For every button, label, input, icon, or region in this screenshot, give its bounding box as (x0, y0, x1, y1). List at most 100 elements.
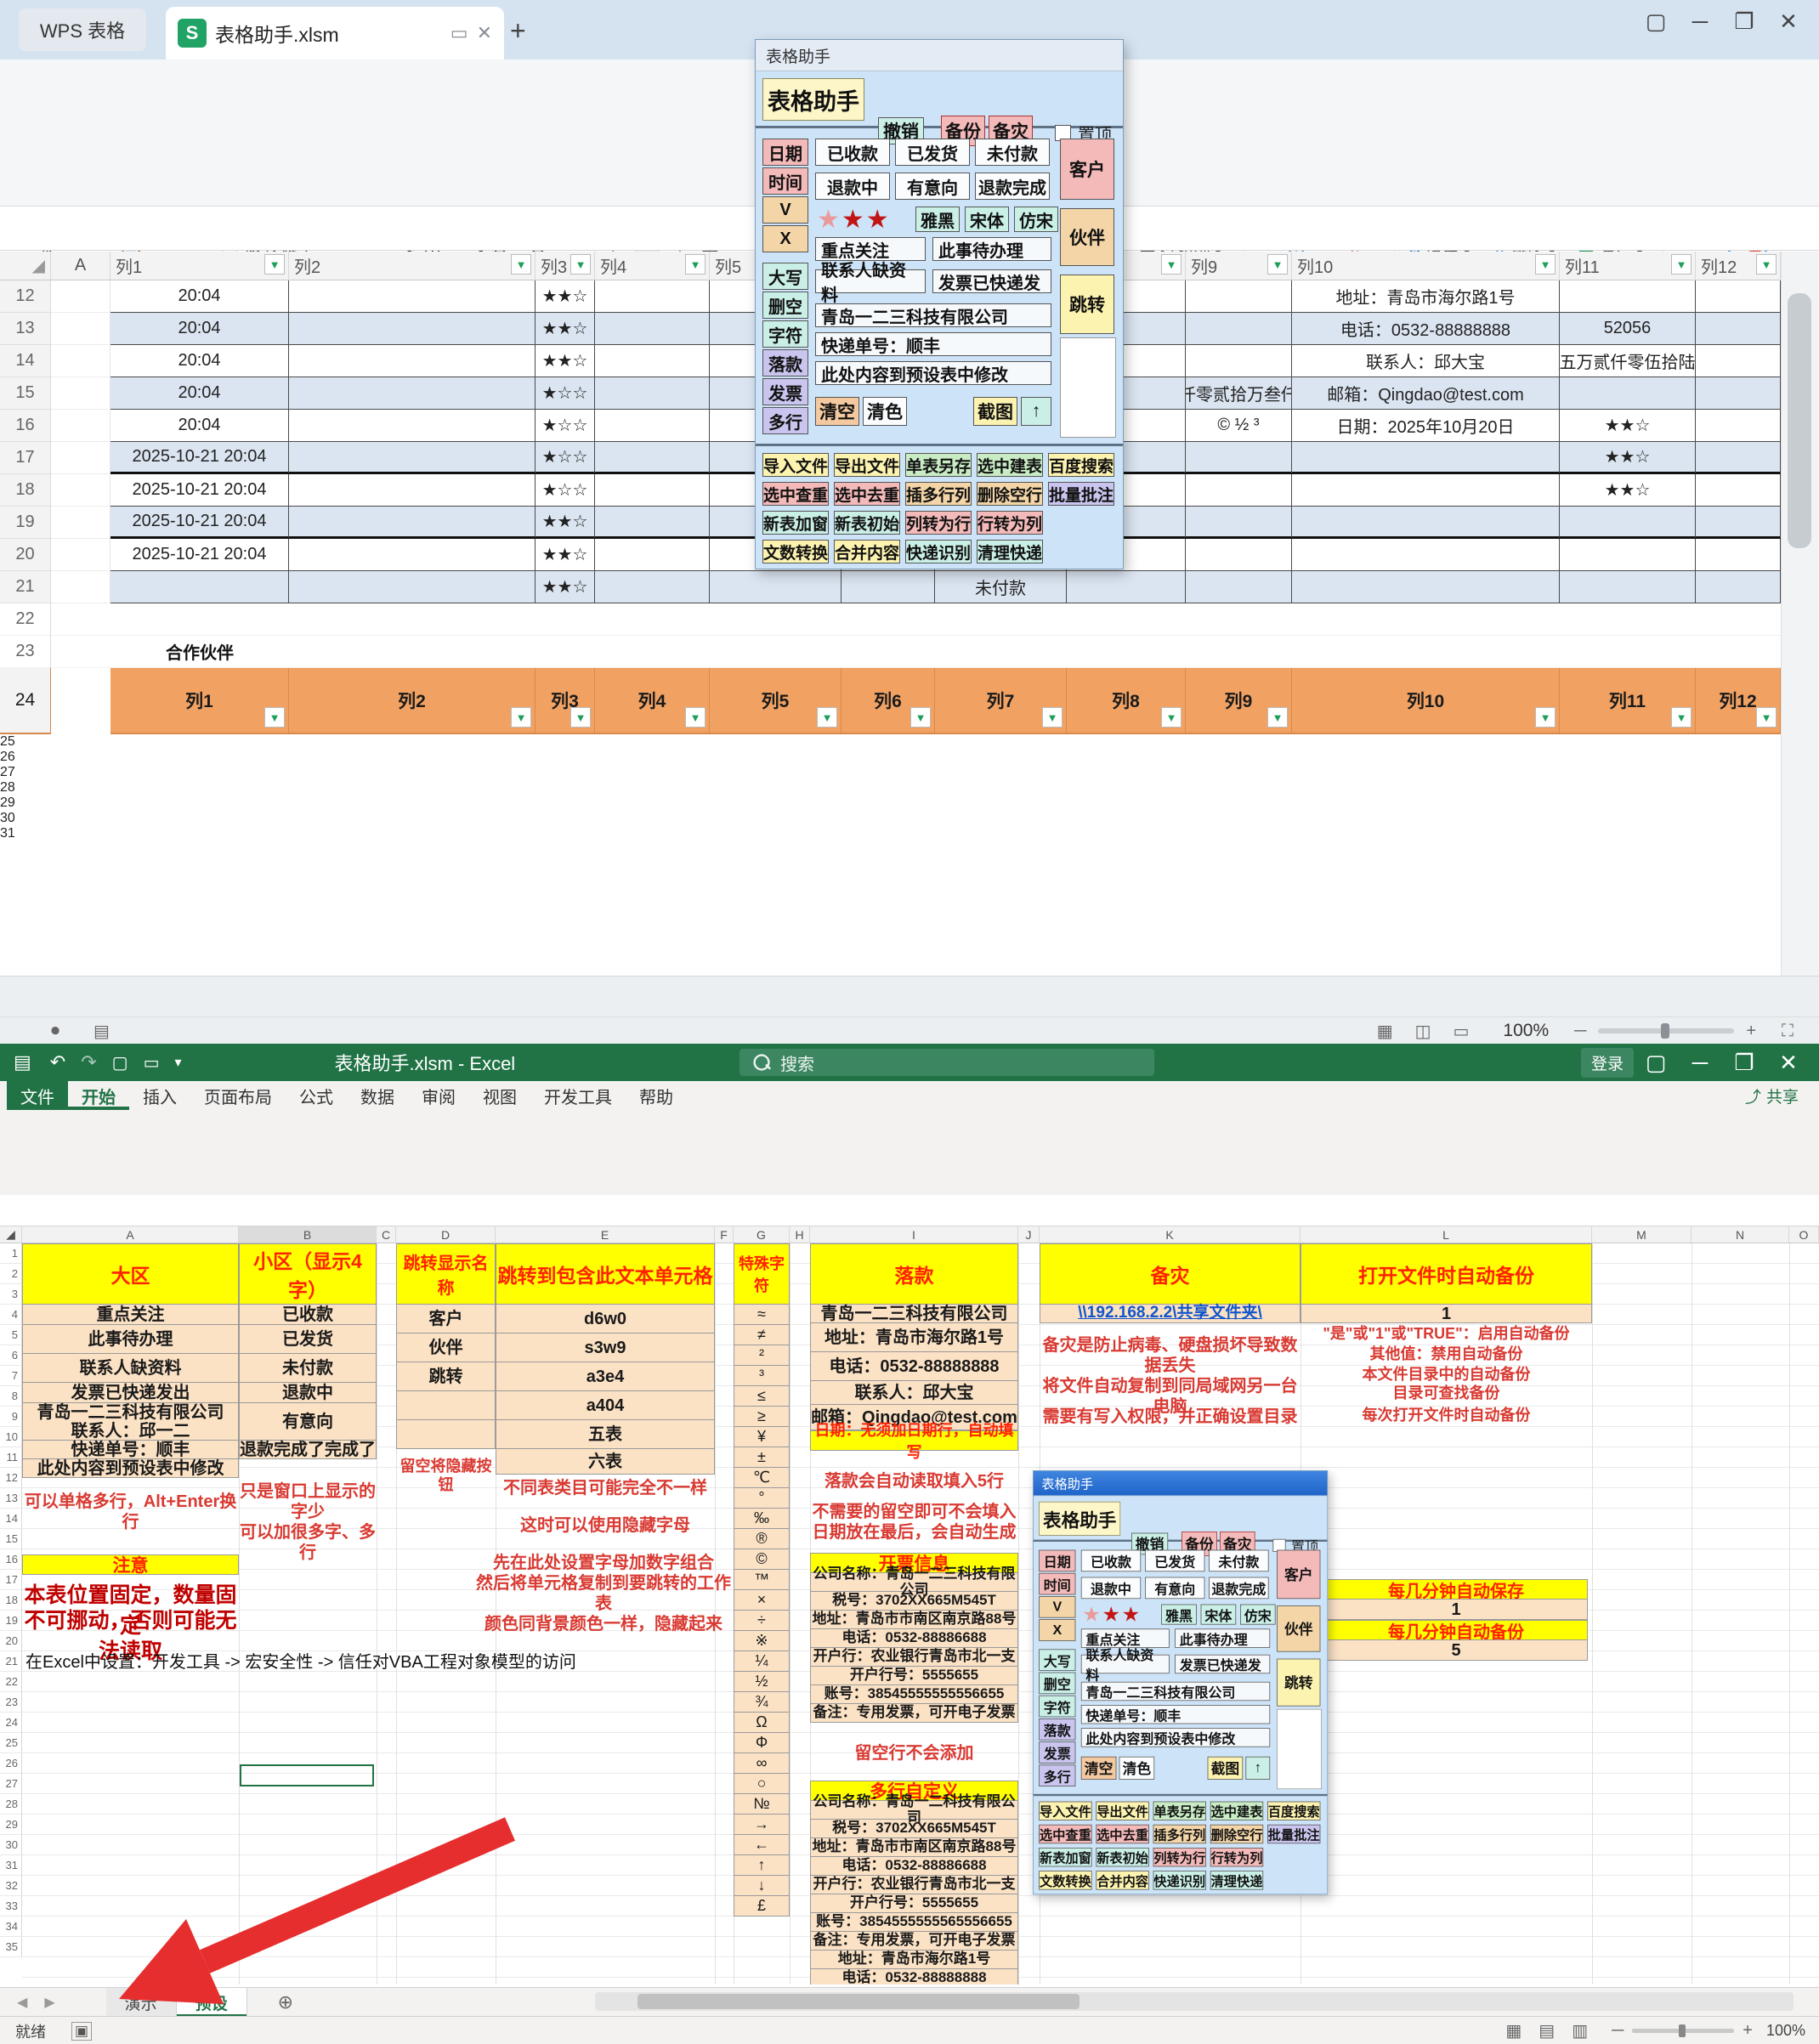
page-layout-icon[interactable]: ▤ (1538, 2022, 1556, 2041)
column-header[interactable]: D (396, 1226, 496, 1243)
assistant-left-button[interactable]: 删空 (1039, 1672, 1076, 1695)
special-char-cell[interactable]: ≈ (734, 1305, 790, 1325)
column-header[interactable]: O (1789, 1226, 1819, 1243)
header-auto-backup[interactable]: 打开文件时自动备份 (1300, 1243, 1592, 1305)
special-char-cell[interactable]: ³ (734, 1366, 790, 1386)
tag-field-3[interactable]: 联系人缺资料 (1080, 1649, 1170, 1683)
preset-cell[interactable]: 电话：0532-88886688 (810, 1629, 1018, 1648)
macro-record-icon[interactable]: ▣ (71, 2021, 93, 2041)
row-number[interactable]: 33 (0, 1896, 22, 1917)
assistant-left-button[interactable]: 时间 (762, 167, 808, 195)
redo-icon[interactable]: ↷ (81, 1051, 97, 1073)
special-char-cell[interactable]: ™ (734, 1570, 790, 1590)
preset-cell[interactable]: 开户行号：5555655 (810, 1667, 1018, 1685)
zoom-out-icon[interactable]: ─ (1612, 2021, 1624, 2040)
select-all-corner[interactable]: ◢ (0, 252, 51, 280)
autosave-header[interactable]: 每几分钟自动保存 (1324, 1579, 1588, 1601)
clear-button[interactable]: 清空 (1080, 1756, 1117, 1780)
auto-backup-value[interactable]: 1 (1300, 1305, 1592, 1323)
special-char-cell[interactable]: ‰ (734, 1509, 790, 1529)
express-field[interactable]: 快递单号：顺丰 (1080, 1705, 1271, 1724)
row-number[interactable]: 4 (0, 1305, 22, 1325)
filter-arrow-icon[interactable]: ▼ (1671, 707, 1692, 728)
zoom-in-icon[interactable]: + (1746, 1021, 1756, 1040)
assistant-action-button[interactable]: 批量批注 (1267, 1824, 1321, 1844)
row-number[interactable]: 32 (0, 1876, 22, 1896)
zoom-level[interactable]: 100% (1503, 1021, 1550, 1040)
preset-cell[interactable] (396, 1391, 496, 1420)
assistant-action-button[interactable]: 批量批注 (1048, 482, 1114, 506)
row-number[interactable]: 7 (0, 1366, 22, 1386)
special-char-cell[interactable]: Ω (734, 1713, 790, 1733)
tag-field-3[interactable]: 联系人缺资料 (815, 262, 926, 305)
minimize-icon[interactable]: ─ (1692, 1049, 1708, 1075)
row-number[interactable]: 10 (0, 1427, 22, 1447)
assistant-action-button[interactable]: 文数转换 (762, 540, 829, 563)
insert-up-button[interactable]: ↑ (1245, 1756, 1271, 1780)
special-char-cell[interactable]: ¾ (734, 1692, 790, 1713)
special-char-cell[interactable]: ↑ (734, 1855, 790, 1876)
filter-arrow-icon[interactable]: ▼ (264, 254, 285, 275)
column-header[interactable]: 列9 ▼ (1186, 252, 1292, 280)
assistant-left-button[interactable]: X (762, 225, 808, 252)
preset-cell[interactable]: 备注：专用发票，可开电子发票 (810, 1704, 1018, 1723)
autobackup-value[interactable]: 5 (1324, 1640, 1588, 1661)
tag-field-2[interactable]: 此事待办理 (1175, 1628, 1271, 1648)
excel-ribbon-tab[interactable]: 文件 (7, 1081, 68, 1110)
special-char-cell[interactable]: ↓ (734, 1876, 790, 1896)
multiline-header[interactable]: 多行自定义 (810, 1781, 1018, 1802)
filter-arrow-icon[interactable]: ▼ (1267, 254, 1288, 275)
preset-cell[interactable]: 开户行：农业银行青岛市北一支 (810, 1648, 1018, 1667)
autobackup-header[interactable]: 每几分钟自动备份 (1324, 1620, 1588, 1642)
status-tag-button[interactable]: 未付款 (1209, 1549, 1269, 1572)
special-char-cell[interactable]: ∞ (734, 1753, 790, 1774)
column-header[interactable]: F (715, 1226, 734, 1243)
orange-column-header[interactable]: 列12 ▼ (1696, 668, 1781, 734)
assistant-action-button[interactable]: 合并内容 (834, 540, 900, 563)
row-number[interactable]: 19 (0, 1611, 22, 1631)
special-char-cell[interactable]: ℃ (734, 1468, 790, 1488)
ribbon-options-icon[interactable]: ▢ (1645, 1049, 1667, 1075)
excel-ribbon-tab[interactable]: 帮助 (639, 1088, 673, 1107)
chevron-down-icon[interactable]: ▾ (174, 1056, 182, 1070)
assistant-left-button[interactable]: 时间 (1039, 1572, 1076, 1595)
header-special-chars[interactable]: 特殊字符 (734, 1243, 790, 1305)
assistant-right-button[interactable]: 客户 (1060, 139, 1114, 200)
assistant-left-button[interactable]: 大写 (1039, 1649, 1076, 1671)
clear-button[interactable]: 清空 (815, 397, 859, 426)
special-char-cell[interactable]: ½ (734, 1672, 790, 1692)
preset-cell[interactable]: 公司名称：青岛一二科技有限公司 (810, 1793, 1018, 1825)
assistant-left-button[interactable]: 删空 (762, 292, 808, 319)
assistant-action-button[interactable]: 插多行列 (905, 482, 972, 506)
assistant-action-button[interactable]: 选中去重 (834, 482, 900, 506)
wps-brand-button[interactable]: WPS 表格 (19, 8, 146, 51)
assistant-left-button[interactable]: 日期 (762, 139, 808, 166)
filter-arrow-icon[interactable]: ▼ (910, 707, 931, 728)
status-tag-button[interactable]: 未付款 (975, 139, 1050, 166)
row-number[interactable]: 30 (0, 1835, 22, 1855)
zoom-slider[interactable] (1598, 1023, 1735, 1039)
orange-column-header[interactable]: 列1 ▼ (110, 668, 289, 734)
preset-cell[interactable]: 青岛一二三科技有限公司 (810, 1305, 1018, 1323)
hint-field[interactable]: 此处内容到预设表中修改 (815, 361, 1051, 385)
filter-arrow-icon[interactable]: ▼ (1535, 254, 1556, 275)
preset-cell[interactable]: a3e4 (496, 1362, 715, 1391)
preset-cell[interactable]: 五表 (496, 1420, 715, 1449)
assistant-action-button[interactable]: 百度搜索 (1267, 1801, 1321, 1820)
assistant-left-button[interactable]: 日期 (1039, 1549, 1076, 1572)
assistant-action-button[interactable]: 百度搜索 (1048, 453, 1114, 477)
preset-cell[interactable]: 跳转 (396, 1362, 496, 1391)
preset-cell[interactable]: 退款完成了完成了 (239, 1440, 377, 1459)
column-header[interactable]: M (1592, 1226, 1692, 1243)
status-tag-button[interactable]: 有意向 (1145, 1577, 1205, 1600)
preset-cell[interactable] (396, 1420, 496, 1449)
excel-ribbon-tab[interactable]: 数据 (360, 1088, 394, 1107)
excel-ribbon-tab[interactable]: 公式 (299, 1088, 333, 1107)
preset-cell[interactable]: 发票已快递发出 (22, 1383, 239, 1403)
zoom-slider[interactable] (1632, 2024, 1735, 2037)
fullscreen-icon[interactable]: ⛶ (1782, 1021, 1794, 1040)
assistant-action-button[interactable]: 行转为列 (977, 511, 1043, 535)
assistant-action-button[interactable]: 删除空行 (1210, 1824, 1264, 1844)
row-number[interactable]: 1 (0, 1243, 22, 1264)
filter-arrow-icon[interactable]: ▼ (1756, 254, 1776, 275)
